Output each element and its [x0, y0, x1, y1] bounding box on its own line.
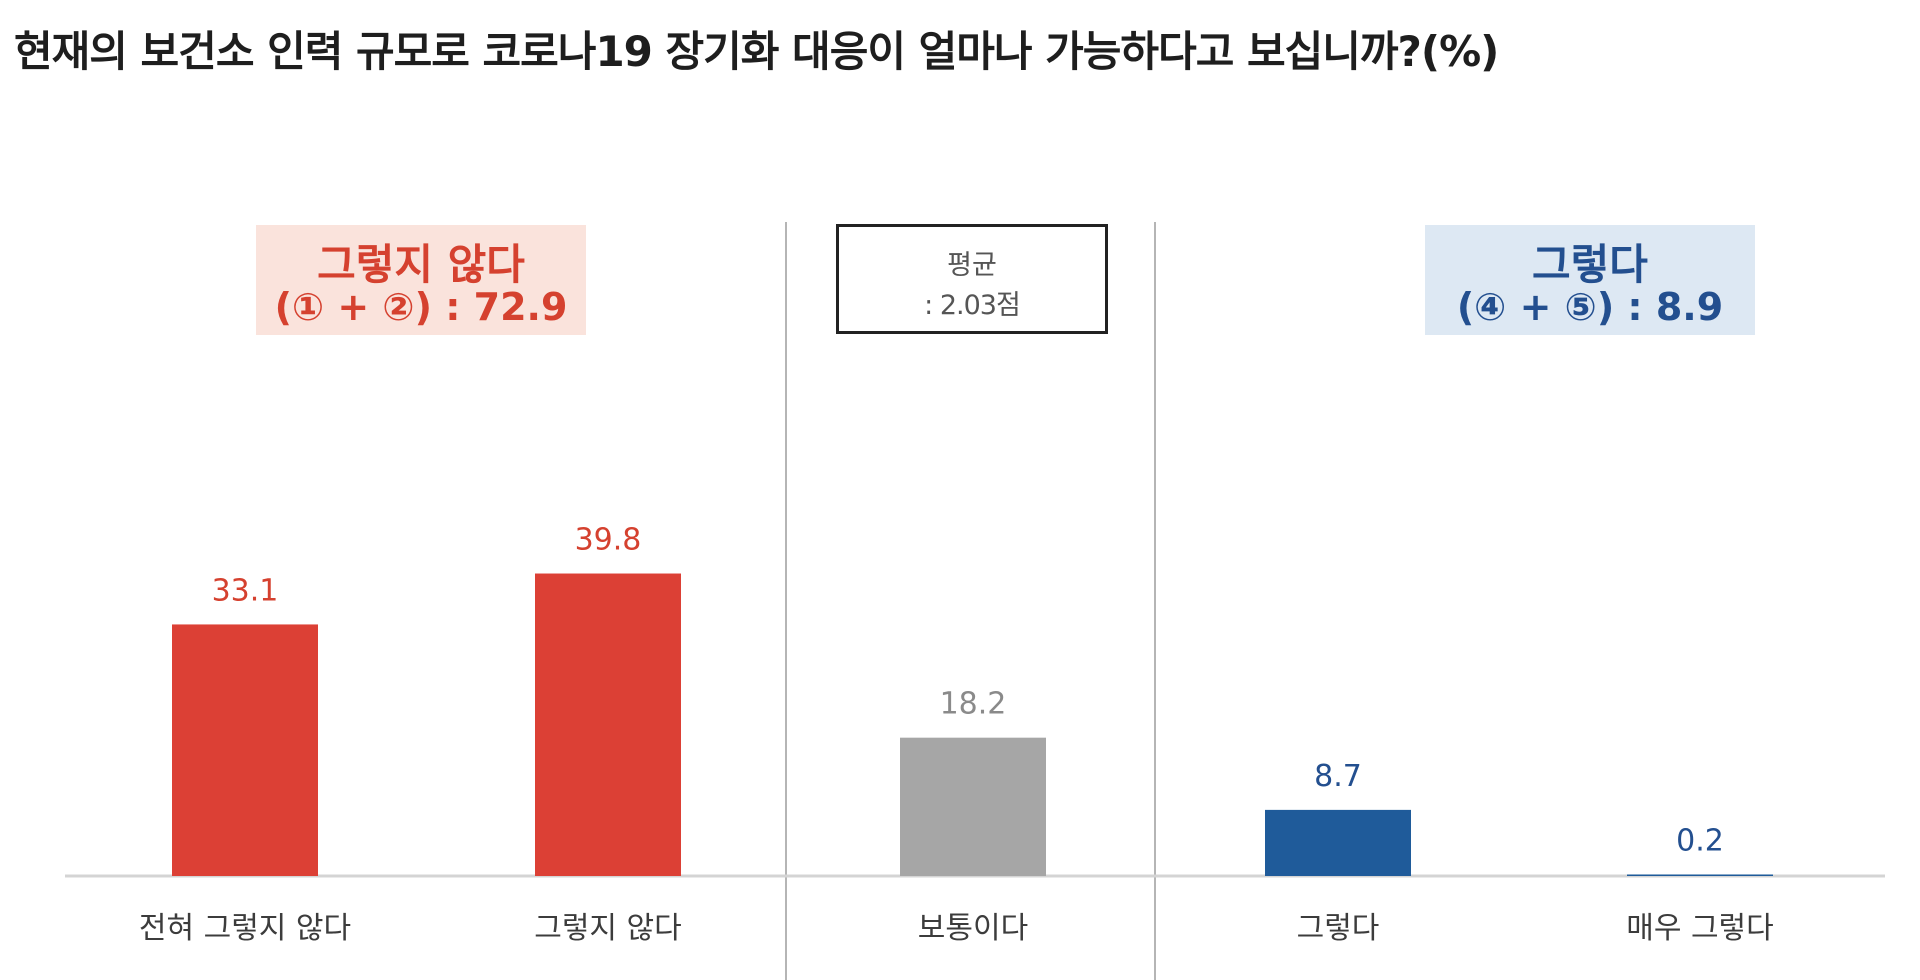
- category-label-2: 그렇지 않다: [534, 911, 682, 946]
- category-labels: 전혀 그렇지 않다 그렇지 않다 보통이다 그렇다 매우 그렇다: [139, 911, 1774, 946]
- average-label: 평균: [947, 250, 997, 281]
- average-value: : 2.03점: [924, 290, 1021, 321]
- category-label-4: 그렇다: [1297, 911, 1380, 946]
- category-label-3: 보통이다: [918, 911, 1028, 946]
- chart-title: 현재의 보건소 인력 규모로 코로나19 장기화 대응이 얼마나 가능하다고 보…: [14, 27, 1499, 76]
- bar-4: [1265, 809, 1411, 876]
- positive-group-sum: (④ + ⑤) : 8.9: [1456, 285, 1724, 329]
- positive-group-box: 그렇다 (④ + ⑤) : 8.9: [1425, 225, 1755, 335]
- average-box: 평균 : 2.03점: [836, 224, 1108, 334]
- value-label-1: 33.1: [212, 573, 279, 608]
- bar-series: [172, 573, 1773, 876]
- category-label-5: 매우 그렇다: [1626, 911, 1774, 946]
- value-label-2: 39.8: [575, 523, 642, 558]
- bar-3: [900, 737, 1046, 876]
- negative-group-label: 그렇지 않다: [317, 240, 525, 289]
- negative-group-box: 그렇지 않다 (① + ②) : 72.9: [256, 225, 586, 335]
- bar-1: [172, 624, 318, 876]
- value-label-5: 0.2: [1676, 823, 1724, 858]
- bar-2: [535, 573, 681, 876]
- value-labels: 33.1 39.8 18.2 8.7 0.2: [212, 523, 1724, 859]
- value-label-4: 8.7: [1314, 759, 1362, 794]
- bar-5: [1627, 874, 1773, 876]
- positive-group-label: 그렇다: [1532, 240, 1648, 289]
- negative-group-sum: (① + ②) : 72.9: [274, 285, 568, 329]
- category-label-1: 전혀 그렇지 않다: [139, 911, 351, 946]
- value-label-3: 18.2: [940, 687, 1007, 722]
